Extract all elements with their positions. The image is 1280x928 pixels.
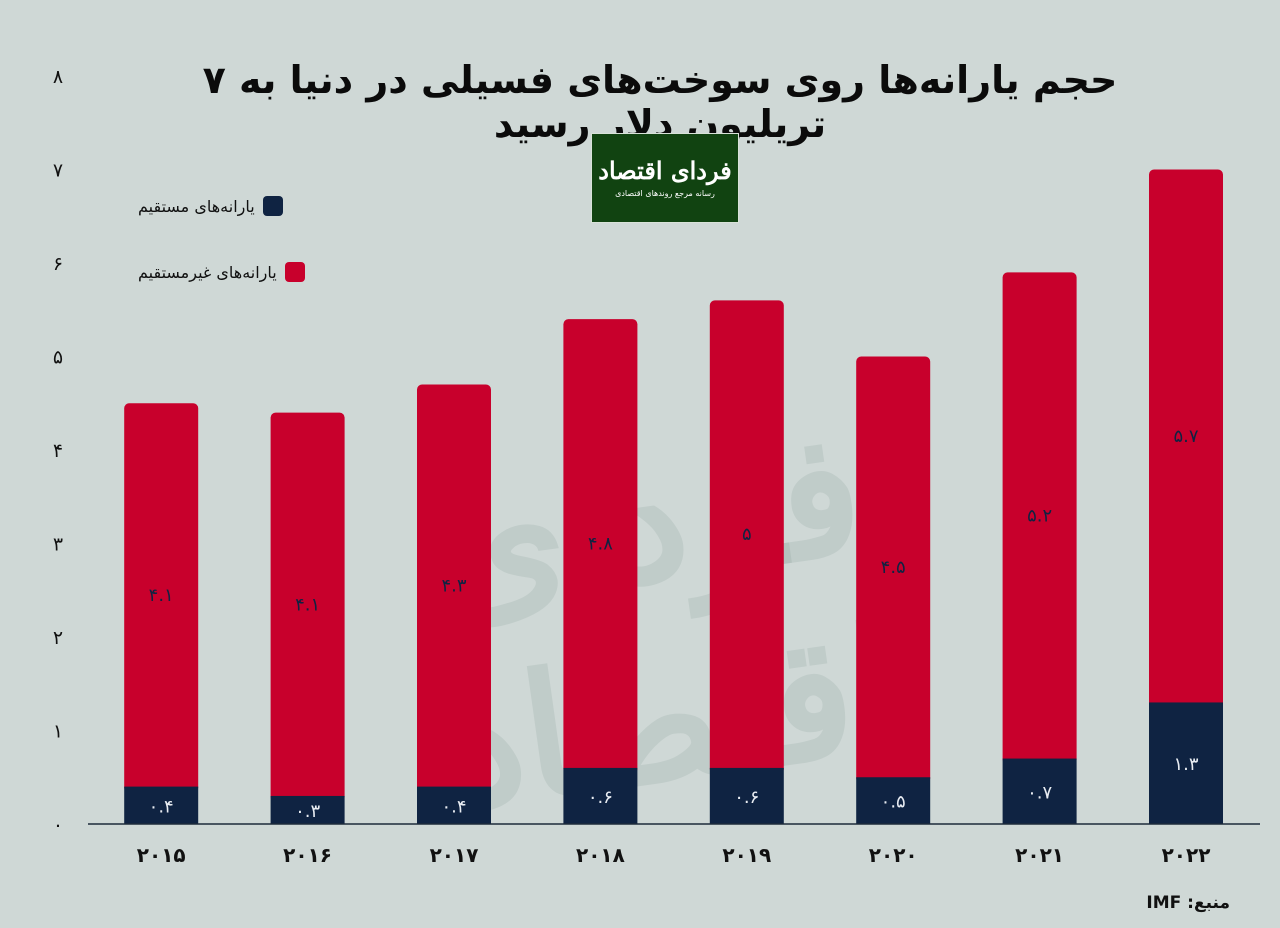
bar-indirect [709,300,784,774]
source-note: منبع: IMF [1146,893,1230,913]
bar-indirect [856,356,931,784]
bar-direct [417,786,491,824]
logo-subtitle: رسانه مرجع روندهای اقتصادی [615,188,715,198]
x-tick-label: ۲۰۱۶ [283,843,332,867]
bar-label-direct: ۰.۶ [588,787,613,808]
legend-label-indirect: یارانه‌های غیرمستقیم [138,262,277,282]
bar-label-direct: ۱.۳ [1173,754,1198,775]
bar-label-indirect: ۵.۷ [1173,426,1198,447]
bar-indirect [1002,272,1077,765]
bar-direct [124,786,199,824]
chart-title: حجم یارانه‌ها روی سوخت‌های فسیلی در دنیا… [202,58,1118,146]
bar-label-direct: ۰.۶ [734,787,759,808]
bar-label-indirect: ۵ [742,524,752,545]
bar-direct [270,795,345,824]
legend-swatch-direct [262,196,283,216]
bar-label-indirect: ۴.۱ [149,585,174,606]
x-tick-label: ۲۰۲۰ [869,843,918,867]
legend-label-direct: یارانه‌های مستقیم [138,196,255,216]
bar-label-indirect: ۴.۳ [441,576,466,597]
bar-direct [1002,758,1077,824]
y-tick-label: ۳ [53,534,63,556]
bar-label-direct: ۰.۳ [295,801,320,822]
y-tick-label: ۷ [53,160,63,182]
y-tick-label: ۶ [53,253,63,275]
x-tick-label: ۲۰۱۷ [430,843,479,867]
x-tick-label: ۲۰۲۲ [1162,843,1211,867]
bar-direct [856,777,931,824]
bar-indirect [563,319,638,774]
bar-indirect [1149,169,1223,709]
legend-item-direct: یارانه‌های مستقیم [138,196,283,216]
bar-label-indirect: ۴.۱ [295,594,320,615]
y-tick-label: ۱ [53,721,63,743]
bar-direct [709,767,784,824]
bar-indirect [270,412,345,802]
logo-name: فردای اقتصاد [598,156,732,186]
bar-label-direct: ۰.۴ [441,796,466,817]
y-tick-label: ۲ [53,627,63,649]
brand-logo: فردای اقتصاد رسانه مرجع روندهای اقتصادی [591,133,739,223]
bar-label-direct: ۰.۵ [881,792,906,813]
legend-item-indirect: یارانه‌های غیرمستقیم [138,262,305,282]
x-tick-label: ۲۰۱۹ [722,843,771,867]
bar-indirect [124,403,199,793]
bar-label-indirect: ۵.۲ [1027,505,1052,526]
bar-indirect [417,384,491,793]
bar-label-direct: ۰.۷ [1027,782,1052,803]
bar-label-indirect: ۴.۵ [881,557,906,578]
x-tick-label: ۲۰۱۸ [576,843,625,867]
bar-label-direct: ۰.۴ [149,796,174,817]
legend-swatch-indirect [284,262,305,282]
x-tick-label: ۲۰۲۱ [1015,843,1064,867]
bar-label-indirect: ۴.۸ [588,534,613,555]
y-tick-label: ۴ [53,440,63,462]
y-tick-label: ۵ [53,347,63,369]
x-tick-label: ۲۰۱۵ [137,843,186,867]
bar-direct [563,767,638,824]
bar-direct [1149,702,1223,824]
y-tick-label: ۰ [53,814,63,836]
y-tick-label: ۸ [53,66,63,88]
